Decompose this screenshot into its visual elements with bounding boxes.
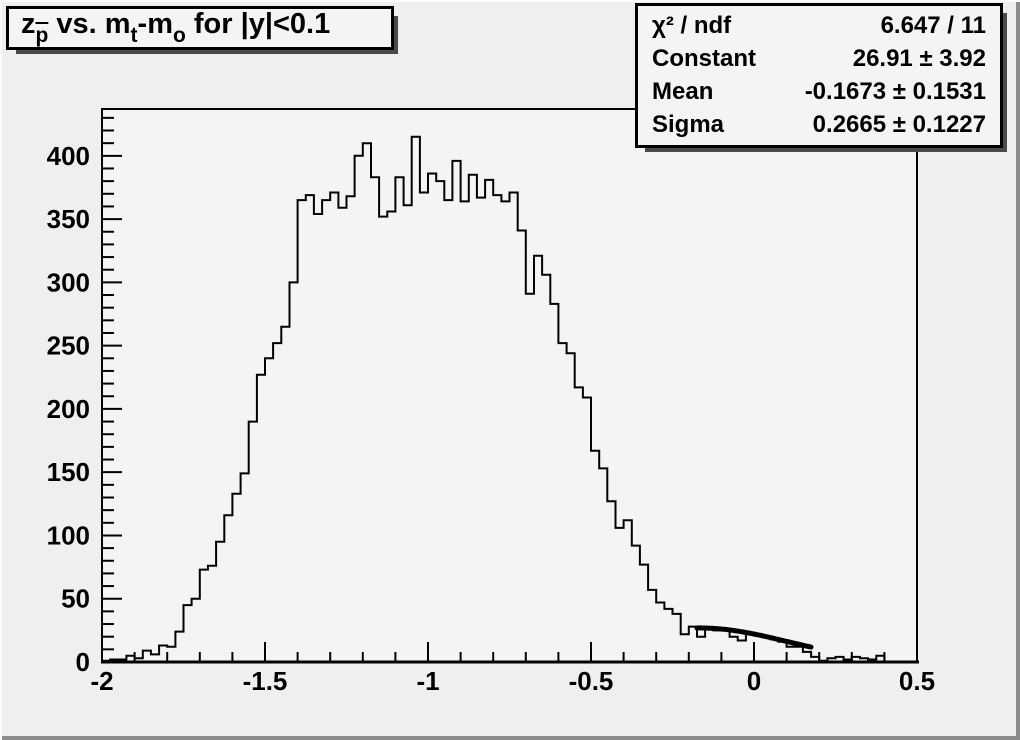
stats-value: 0.2665 ± 0.1227: [812, 110, 986, 138]
stats-label: Sigma: [652, 110, 725, 138]
t-subscript: t: [130, 24, 138, 47]
y-tick-label: 150: [47, 457, 90, 487]
y-tick-label: 400: [47, 141, 90, 171]
stats-value: 6.647 / 11: [880, 12, 986, 40]
gaussian-fit-curve: [694, 625, 814, 650]
stats-label: χ² / ndf: [652, 12, 732, 40]
pbar-subscript: p: [35, 24, 49, 47]
y-tick-label: 250: [47, 331, 90, 361]
stats-row-mean: Mean -0.1673 ± 0.1531: [652, 77, 986, 105]
y-tick-label: 300: [47, 267, 90, 297]
stats-row-sigma: Sigma 0.2665 ± 0.1227: [652, 110, 986, 138]
x-tick-label: 0: [747, 666, 761, 696]
page-title: zp vs. mt-mo for |y|<0.1: [21, 8, 331, 47]
x-tick-label: -2: [90, 666, 113, 696]
x-tick-label: -1: [416, 666, 439, 696]
y-tick-label: 200: [47, 394, 90, 424]
o-subscript: o: [173, 24, 186, 47]
fit-stats-box: χ² / ndf 6.647 / 11 Constant 26.91 ± 3.9…: [635, 3, 1003, 148]
x-tick-label: 0.5: [899, 666, 935, 696]
y-tick-label: 0: [76, 647, 90, 677]
stats-value: 26.91 ± 3.92: [852, 45, 986, 73]
stats-label: Constant: [652, 45, 756, 73]
histogram-title-box: zp vs. mt-mo for |y|<0.1: [6, 6, 394, 50]
x-tick-label: -0.5: [569, 666, 614, 696]
stats-row-chi2: χ² / ndf 6.647 / 11: [652, 14, 986, 38]
stats-row-constant: Constant 26.91 ± 3.92: [652, 47, 986, 71]
y-tick-label: 350: [47, 204, 90, 234]
stats-value: -0.1673 ± 0.1531: [804, 77, 986, 105]
stats-label: Mean: [652, 77, 714, 105]
x-tick-label: -1.5: [243, 666, 288, 696]
y-tick-label: 50: [61, 584, 90, 614]
y-tick-label: 100: [47, 520, 90, 550]
